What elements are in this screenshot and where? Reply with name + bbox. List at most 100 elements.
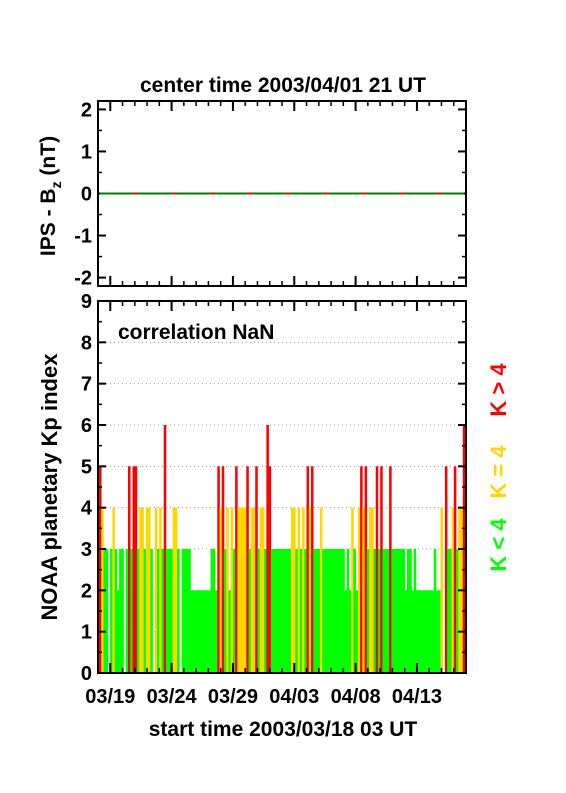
kp-bar [284,549,287,673]
kp-bar [255,466,258,673]
top-ytick-label: -1 [74,226,92,248]
kp-bar [409,549,412,673]
kp-bar [322,549,325,673]
kp-bar [143,549,147,673]
kp-bar [315,549,319,673]
kp-bar [163,425,167,673]
kp-bar [148,507,151,673]
kp-bar [203,590,207,673]
kp-bar [438,590,441,673]
kp-bar [353,549,356,673]
kp-bar [288,549,292,673]
kp-bar [154,507,158,673]
kp-bar [252,507,256,673]
kp-bar [244,507,247,673]
kp-bar [206,590,209,673]
kp-bar [212,549,216,673]
kp-bar [261,507,265,673]
kp-legend: K < 4 K = 4 K > 4 [486,363,511,572]
kp-bar [125,549,129,673]
kp-bar [257,549,260,673]
legend-label: K < 4 [486,518,511,572]
kp-bar [293,507,296,673]
kp-bar [219,507,223,673]
kp-bar [406,549,410,673]
kp-bar [313,549,316,673]
kp-bar [369,507,372,673]
kp-bar [331,549,334,673]
bottom-ytick-label: 9 [81,291,92,313]
kp-bar [398,549,401,673]
kp-bar [103,549,106,673]
top-ytick-label: 2 [81,99,92,121]
kp-bar [141,507,144,673]
kp-bar [228,590,231,673]
kp-bar [286,549,289,673]
kp-bar [386,549,390,673]
kp-bar [259,507,263,673]
kp-bar [453,466,457,673]
bottom-ytick-label: 8 [81,332,92,354]
kp-bar [290,507,294,673]
kp-bar [447,549,450,673]
bottom-ytick-label: 7 [81,374,92,396]
kp-bar [119,549,122,673]
kp-bar [391,549,394,673]
kp-bar [411,590,414,673]
kp-bar [366,549,370,673]
kp-bar [371,507,374,673]
kp-bar [375,466,379,673]
kp-bar [362,507,365,673]
bottom-xtick-label: 03/24 [147,686,198,708]
kp-bar [440,507,443,673]
top-panel-title: center time 2003/04/01 21 UT [140,74,426,97]
kp-bar [197,590,200,673]
kp-bar [404,590,408,673]
kp-bar [335,549,339,673]
kp-bar [413,549,417,673]
bottom-panel-ylabel: NOAA planetary Kp index [37,353,62,621]
kp-bar [241,507,245,673]
kp-bar [177,549,180,673]
bottom-ytick-label: 3 [81,539,92,561]
kp-bar [250,507,254,673]
kp-bar [132,466,136,673]
bottom-ytick-label: 6 [81,415,92,437]
kp-bar [232,549,236,673]
kp-bar [324,549,327,673]
legend-item: K = 4 [486,445,511,499]
kp-bar [299,549,303,673]
kp-bar [400,549,403,673]
kp-bar [282,549,285,673]
kp-bar [112,507,115,673]
kp-bar [199,590,202,673]
kp-bar [435,590,439,673]
bottom-xtick-label: 04/03 [269,686,319,708]
kp-bar [377,549,381,673]
kp-bar [172,507,176,673]
kp-bar [344,590,348,673]
kp-bar [150,549,153,673]
kp-bar [302,507,305,673]
kp-bar [183,549,187,673]
bottom-ytick-label: 4 [81,498,93,520]
kp-bar [297,507,301,673]
kp-bar [451,507,455,673]
kp-bar [380,466,383,673]
kp-bar [134,466,138,673]
kp-bar [270,549,274,673]
kp-bar [201,590,205,673]
kp-bar [246,466,249,673]
kp-bar [277,549,281,673]
bottom-ytick-label: 0 [81,663,92,685]
kp-bar [351,507,354,673]
kp-bar [145,507,149,673]
kp-bar [230,507,234,673]
kp-bar [429,590,432,673]
legend-label: K = 4 [486,445,511,499]
kp-bars [99,425,466,673]
kp-bar [210,549,214,673]
kp-bar [389,466,392,673]
kp-bar [192,590,196,673]
top-ylabel-sub: z [48,181,64,188]
